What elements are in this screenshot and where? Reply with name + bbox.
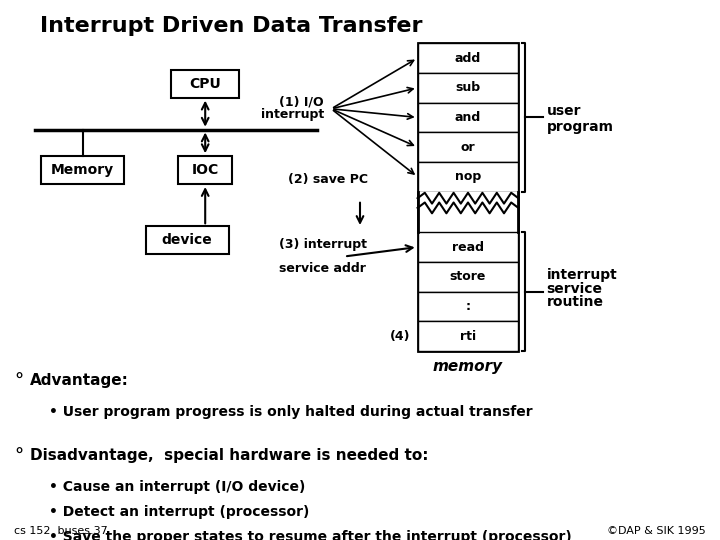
Text: • User program progress is only halted during actual transfer: • User program progress is only halted d… [49, 405, 533, 419]
Text: device: device [162, 233, 212, 247]
Text: Memory: Memory [51, 163, 114, 177]
Text: °: ° [14, 373, 24, 390]
Text: rti: rti [460, 329, 476, 343]
Text: :: : [466, 300, 470, 313]
Bar [42, 156, 125, 184]
Text: IOC: IOC [192, 163, 219, 177]
Text: add: add [455, 51, 481, 65]
Text: Interrupt Driven Data Transfer: Interrupt Driven Data Transfer [40, 16, 422, 36]
Text: read: read [452, 240, 484, 254]
Text: ©DAP & SIK 1995: ©DAP & SIK 1995 [607, 525, 706, 536]
Text: program: program [546, 120, 613, 134]
Text: (3) interrupt: (3) interrupt [279, 238, 366, 251]
Bar [418, 262, 518, 292]
Text: interrupt: interrupt [546, 268, 617, 282]
Text: CPU: CPU [189, 77, 221, 91]
Text: sub: sub [456, 81, 480, 94]
Bar [145, 226, 229, 254]
Text: service addr: service addr [279, 262, 366, 275]
Text: (1) I/O: (1) I/O [279, 96, 324, 109]
Bar [418, 103, 518, 132]
Bar [171, 70, 240, 98]
Bar [418, 321, 518, 351]
Text: Advantage:: Advantage: [30, 373, 129, 388]
Bar [418, 43, 518, 351]
Text: • Save the proper states to resume after the interrupt (processor): • Save the proper states to resume after… [49, 530, 572, 540]
Text: (4): (4) [390, 329, 410, 343]
Bar [418, 73, 518, 103]
Bar [179, 156, 232, 184]
Text: service: service [546, 282, 603, 296]
Bar [418, 192, 518, 232]
Text: °: ° [14, 448, 24, 466]
Text: memory: memory [433, 359, 503, 374]
Text: routine: routine [546, 295, 603, 309]
Text: nop: nop [455, 170, 481, 184]
Text: and: and [455, 111, 481, 124]
Text: cs 152  buses.37: cs 152 buses.37 [14, 525, 108, 536]
Text: or: or [461, 140, 475, 154]
Bar [418, 132, 518, 162]
Bar [418, 43, 518, 73]
Text: (2) save PC: (2) save PC [287, 173, 368, 186]
Text: • Cause an interrupt (I/O device): • Cause an interrupt (I/O device) [49, 480, 305, 494]
Bar [418, 292, 518, 321]
Text: interrupt: interrupt [261, 108, 324, 122]
Bar [418, 232, 518, 262]
Bar [418, 162, 518, 192]
Text: • Detect an interrupt (processor): • Detect an interrupt (processor) [49, 505, 310, 519]
Text: store: store [450, 270, 486, 284]
Text: user: user [546, 104, 581, 118]
Text: Disadvantage,  special hardware is needed to:: Disadvantage, special hardware is needed… [30, 448, 428, 463]
